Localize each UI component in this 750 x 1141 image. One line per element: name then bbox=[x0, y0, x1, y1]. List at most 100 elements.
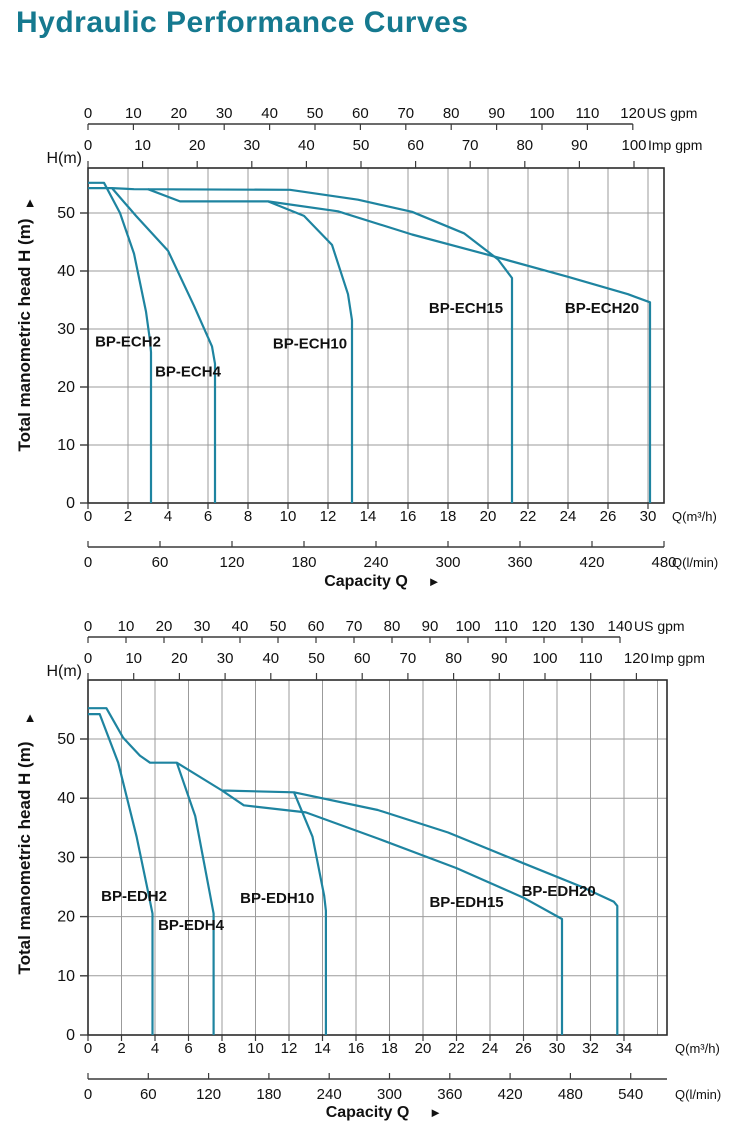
m3h-tick-label: 16 bbox=[400, 508, 417, 525]
imp-gpm-tick-label: 80 bbox=[516, 137, 533, 154]
m3h-tick-label: 30 bbox=[640, 508, 657, 525]
m3h-tick-label: 24 bbox=[560, 508, 577, 525]
curve-label-BP-EDH10: BP-EDH10 bbox=[240, 890, 314, 907]
m3h-tick-label: 10 bbox=[247, 1040, 264, 1057]
lmin-tick-label: 0 bbox=[84, 554, 92, 571]
curve-BP-ECH15 bbox=[111, 187, 514, 503]
lmin-tick-label: 240 bbox=[317, 1086, 342, 1103]
imp-gpm-tick-label: 70 bbox=[400, 650, 417, 667]
curve-BP-EDH2 bbox=[88, 712, 154, 1035]
imp-gpm-tick-label: 110 bbox=[579, 650, 603, 667]
curve-BP-ECH4 bbox=[88, 187, 217, 503]
us-gpm-tick-label: 0 bbox=[84, 618, 92, 635]
us-gpm-unit-label: US gpm bbox=[647, 105, 698, 121]
us-gpm-tick-label: 10 bbox=[118, 618, 135, 635]
imp-gpm-tick-label: 60 bbox=[354, 650, 371, 667]
curve-BP-EDH4 bbox=[88, 707, 215, 1035]
y-tick-label: 0 bbox=[66, 1027, 75, 1044]
imp-gpm-tick-label: 50 bbox=[353, 137, 370, 154]
lmin-unit-label: Q(l/min) bbox=[675, 1087, 721, 1102]
imp-gpm-tick-label: 120 bbox=[624, 650, 649, 667]
lmin-tick-label: 540 bbox=[618, 1086, 643, 1103]
plot-border bbox=[87, 167, 665, 504]
m3h-tick-label: 4 bbox=[151, 1040, 159, 1057]
page-title: Hydraulic Performance Curves bbox=[16, 6, 469, 39]
lmin-tick-label: 300 bbox=[435, 554, 460, 571]
imp-gpm-tick-label: 40 bbox=[298, 137, 315, 154]
m3h-tick-label: 24 bbox=[482, 1040, 499, 1057]
x-axis-arrow-icon: ► bbox=[429, 1105, 442, 1120]
us-gpm-tick-label: 130 bbox=[569, 618, 594, 635]
curve-label-BP-ECH15: BP-ECH15 bbox=[429, 300, 503, 317]
m3h-tick-label: 14 bbox=[314, 1040, 331, 1057]
m3h-tick-label: 8 bbox=[244, 508, 252, 525]
m3h-tick-label: 12 bbox=[281, 1040, 298, 1057]
curve-label-BP-EDH15: BP-EDH15 bbox=[429, 894, 503, 911]
us-gpm-tick-label: 100 bbox=[455, 618, 480, 635]
y-axis-corner-label: H(m) bbox=[46, 150, 82, 167]
imp-gpm-tick-label: 80 bbox=[445, 650, 462, 667]
m3h-tick-label: 2 bbox=[124, 508, 132, 525]
m3h-tick-label: 22 bbox=[520, 508, 537, 525]
us-gpm-unit-label: US gpm bbox=[634, 618, 685, 634]
curve-BP-ECH10 bbox=[147, 188, 354, 503]
imp-gpm-tick-label: 30 bbox=[243, 137, 260, 154]
imp-gpm-tick-label: 10 bbox=[134, 137, 151, 154]
m3h-tick-label: 12 bbox=[320, 508, 337, 525]
y-tick-label: 20 bbox=[57, 379, 75, 396]
m3h-tick-label: 18 bbox=[381, 1040, 398, 1057]
us-gpm-tick-label: 20 bbox=[170, 105, 187, 122]
y-tick-label: 40 bbox=[57, 263, 75, 280]
us-gpm-tick-label: 40 bbox=[261, 105, 278, 122]
imp-gpm-tick-label: 60 bbox=[407, 137, 424, 154]
m3h-tick-label: 20 bbox=[480, 508, 497, 525]
imp-gpm-tick-label: 50 bbox=[308, 650, 325, 667]
us-gpm-tick-label: 80 bbox=[384, 618, 401, 635]
us-gpm-tick-label: 140 bbox=[607, 618, 632, 635]
us-gpm-tick-label: 10 bbox=[125, 105, 142, 122]
lmin-tick-label: 120 bbox=[196, 1086, 221, 1103]
us-gpm-tick-label: 100 bbox=[529, 105, 554, 122]
curve-label-BP-ECH20: BP-ECH20 bbox=[565, 300, 639, 317]
y-tick-label: 40 bbox=[57, 790, 75, 807]
imp-gpm-tick-label: 100 bbox=[532, 650, 557, 667]
m3h-unit-label: Q(m³/h) bbox=[672, 509, 717, 524]
imp-gpm-tick-label: 10 bbox=[125, 650, 142, 667]
lmin-tick-label: 180 bbox=[291, 554, 316, 571]
y-tick-label: 10 bbox=[57, 437, 75, 454]
us-gpm-tick-label: 60 bbox=[352, 105, 369, 122]
lmin-tick-label: 180 bbox=[256, 1086, 281, 1103]
imp-gpm-tick-label: 100 bbox=[621, 137, 646, 154]
imp-gpm-tick-label: 20 bbox=[171, 650, 188, 667]
us-gpm-tick-label: 0 bbox=[84, 105, 92, 122]
imp-gpm-tick-label: 20 bbox=[189, 137, 206, 154]
imp-gpm-tick-label: 40 bbox=[262, 650, 279, 667]
m3h-tick-label: 26 bbox=[515, 1040, 532, 1057]
x-axis-title: Capacity Q bbox=[326, 1104, 410, 1121]
x-axis-arrow-icon: ► bbox=[428, 574, 441, 589]
us-gpm-tick-label: 60 bbox=[308, 618, 325, 635]
us-gpm-tick-label: 90 bbox=[422, 618, 439, 635]
lmin-tick-label: 420 bbox=[579, 554, 604, 571]
m3h-tick-label: 8 bbox=[218, 1040, 226, 1057]
us-gpm-tick-label: 50 bbox=[307, 105, 324, 122]
curve-label-BP-ECH4: BP-ECH4 bbox=[155, 364, 222, 381]
lmin-tick-label: 360 bbox=[507, 554, 532, 571]
m3h-tick-label: 0 bbox=[84, 508, 92, 525]
us-gpm-tick-label: 30 bbox=[194, 618, 211, 635]
x-axis-title: Capacity Q bbox=[324, 573, 408, 590]
us-gpm-tick-label: 110 bbox=[494, 618, 518, 635]
us-gpm-tick-label: 50 bbox=[270, 618, 287, 635]
us-gpm-tick-label: 110 bbox=[575, 105, 599, 122]
y-axis-title: Total manometric head H (m) bbox=[15, 219, 34, 452]
lmin-tick-label: 480 bbox=[651, 554, 676, 571]
m3h-tick-label: 10 bbox=[280, 508, 297, 525]
imp-gpm-tick-label: 0 bbox=[84, 137, 92, 154]
y-axis-corner-label: H(m) bbox=[46, 663, 82, 680]
y-axis-up-arrow-icon: ▲ bbox=[24, 195, 37, 210]
m3h-tick-label: 6 bbox=[184, 1040, 192, 1057]
curve-BP-ECH20 bbox=[267, 200, 652, 503]
imp-gpm-tick-label: 90 bbox=[571, 137, 588, 154]
